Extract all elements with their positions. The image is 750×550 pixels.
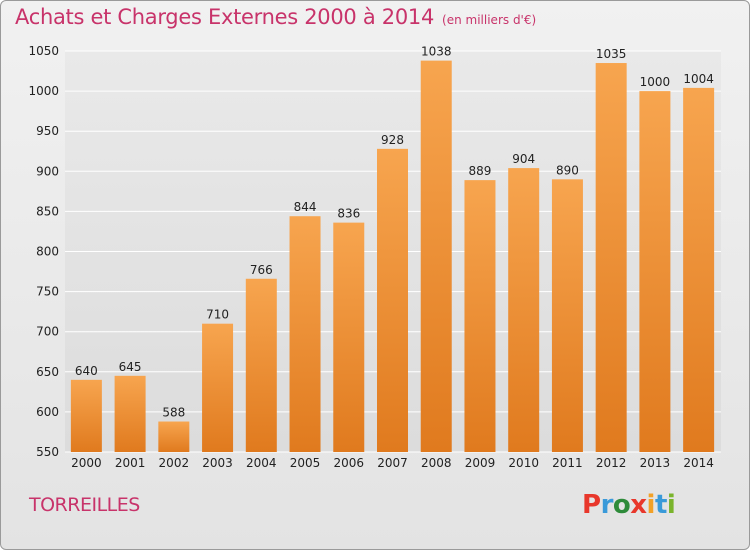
bar-2006 [333, 222, 365, 452]
x-tick-label-2002: 2002 [159, 456, 190, 470]
bar-2005 [289, 216, 321, 452]
x-tick-label-2000: 2000 [71, 456, 102, 470]
y-tick-label: 700 [36, 325, 59, 339]
bar-2009 [464, 180, 496, 452]
y-tick-label: 600 [36, 405, 59, 419]
x-tick-label-2006: 2006 [333, 456, 364, 470]
y-tick-label: 650 [36, 365, 59, 379]
y-tick-label: 1000 [28, 84, 59, 98]
value-label-2005: 844 [294, 200, 317, 214]
x-tick-label-2009: 2009 [465, 456, 496, 470]
x-tick-label-2011: 2011 [552, 456, 583, 470]
bar-2000 [70, 379, 102, 452]
bar-2008 [420, 60, 452, 453]
bar-2007 [377, 148, 408, 452]
x-tick-label-2003: 2003 [202, 456, 233, 470]
y-tick-label: 750 [36, 285, 59, 299]
value-label-2006: 836 [337, 207, 360, 221]
bar-2001 [114, 375, 146, 452]
value-labels: 640 645 588 710 766 844 836 928 1038 889 904 890 103… [75, 45, 714, 420]
logo-letter: r [600, 490, 614, 520]
y-tick-label: 850 [36, 204, 59, 218]
value-label-2013: 1000 [640, 75, 671, 89]
logo-letter: i [666, 490, 676, 520]
bar-2010 [508, 168, 540, 453]
bar-2013 [639, 91, 671, 452]
title-unit: (en milliers d'€) [442, 13, 537, 27]
bars [70, 60, 715, 453]
value-label-2014: 1004 [683, 72, 714, 86]
bar-2004 [245, 278, 277, 452]
y-tick-label: 950 [36, 124, 59, 138]
proxiti-logo: Proxiti [582, 490, 676, 520]
y-tick-label: 900 [36, 164, 59, 178]
value-label-2010: 904 [512, 152, 535, 166]
bar-2014 [683, 87, 715, 452]
x-axis: 2000 2001 2002 2003 2004 2005 2006 2007 2008 2009… [71, 456, 714, 470]
bar-2003 [202, 323, 234, 452]
value-label-2008: 1038 [421, 45, 452, 59]
logo-letter: t [654, 490, 667, 520]
logo-letter: o [612, 490, 631, 520]
city-name: TORREILLES [29, 494, 140, 516]
value-label-2004: 766 [250, 263, 273, 277]
y-axis: 550 600 650 700 750 800 850 900 950 1000 1050 [28, 44, 59, 459]
value-label-2011: 890 [556, 163, 579, 177]
logo-letter: i [646, 490, 656, 520]
y-tick-label: 1050 [28, 44, 59, 58]
x-tick-label-2005: 2005 [290, 456, 321, 470]
logo-letter: x [630, 490, 647, 520]
x-tick-label-2001: 2001 [115, 456, 146, 470]
value-label-2007: 928 [381, 133, 404, 147]
value-label-2003: 710 [206, 308, 229, 322]
bar-2012 [595, 63, 627, 452]
value-label-2000: 640 [75, 364, 98, 378]
value-label-2002: 588 [162, 406, 185, 420]
x-tick-label-2010: 2010 [508, 456, 539, 470]
x-tick-label-2013: 2013 [640, 456, 671, 470]
chart-title: Achats et Charges Externes 2000 à 2014 (e… [15, 5, 536, 29]
bar-2002 [158, 421, 190, 452]
value-label-2009: 889 [469, 164, 492, 178]
x-tick-label-2008: 2008 [421, 456, 452, 470]
x-tick-label-2007: 2007 [377, 456, 408, 470]
value-label-2012: 1035 [596, 47, 627, 61]
x-tick-label-2012: 2012 [596, 456, 627, 470]
y-tick-label: 550 [36, 445, 59, 459]
bar-2011 [551, 179, 583, 452]
logo-letter: P [582, 490, 601, 520]
value-label-2001: 645 [119, 360, 142, 374]
y-tick-label: 800 [36, 245, 59, 259]
title-text: Achats et Charges Externes 2000 à 2014 [15, 5, 435, 29]
x-tick-label-2014: 2014 [683, 456, 714, 470]
x-tick-label-2004: 2004 [246, 456, 277, 470]
